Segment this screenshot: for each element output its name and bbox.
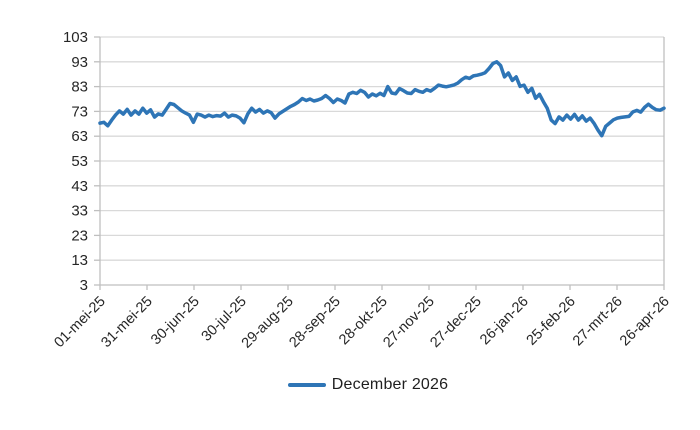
y-tick-label: 83: [71, 79, 88, 96]
x-tick-label: 28-sep-25: [286, 294, 343, 351]
y-tick-label: 73: [71, 103, 88, 120]
legend-line-swatch: [287, 383, 326, 387]
x-tick-label: 27-dec-25: [427, 294, 484, 351]
x-tick-label: 29-aug-25: [239, 294, 297, 352]
x-tick-label: 30-jun-25: [148, 294, 203, 349]
y-tick-label: 53: [71, 153, 88, 170]
legend: December 2026: [0, 376, 700, 394]
x-tick-label: 25-feb-26: [524, 294, 579, 349]
x-tick-label: 27-mrt-26: [570, 294, 626, 350]
line-chart-plot-area: 313233343536373839310301-mei-2531-mei-25…: [51, 29, 673, 352]
y-tick-label: 33: [71, 203, 88, 220]
y-tick-label: 103: [63, 29, 88, 46]
x-tick-label: 26-jan-26: [477, 294, 532, 349]
legend-series-label: December 2026: [331, 376, 449, 393]
price-series-line: [98, 60, 666, 138]
y-tick-label: 63: [71, 128, 88, 145]
y-tick-label: 93: [71, 54, 88, 71]
y-tick-label: 3: [80, 277, 88, 294]
y-tick-label: 23: [71, 227, 88, 244]
x-tick-label: 31-mei-25: [98, 294, 155, 351]
y-tick-label: 13: [71, 252, 88, 269]
y-tick-label: 43: [71, 178, 88, 195]
x-tick-label: 26-apr-26: [617, 294, 673, 350]
